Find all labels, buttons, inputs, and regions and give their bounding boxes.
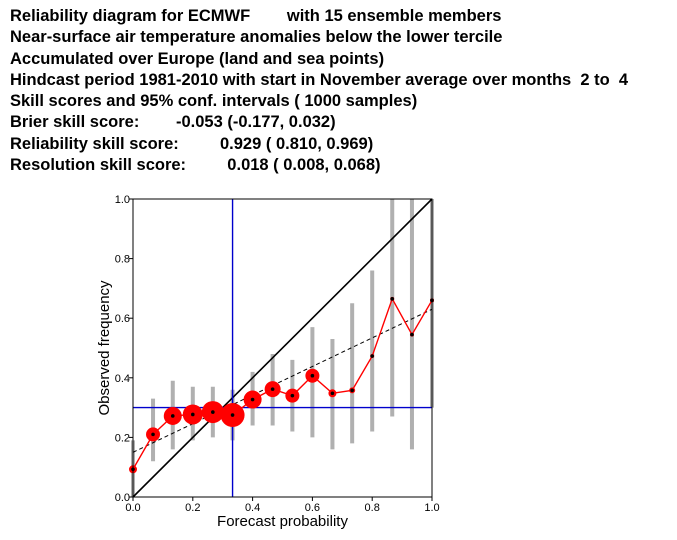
reliability-point-center-14 <box>410 332 414 337</box>
header-resolution-skill: Resolution skill score: 0.018 ( 0.008, 0… <box>10 156 381 175</box>
y-tick-label-4: 0.8 <box>115 254 130 266</box>
x-tick-label-4: 0.8 <box>365 502 380 514</box>
header-title: Reliability diagram for ECMWF with 15 en… <box>10 7 502 25</box>
reliability-point-center-1 <box>151 432 155 437</box>
y-tick-label-5: 1.0 <box>115 194 130 206</box>
reference-lines <box>132 198 433 498</box>
reliability-point-center-11 <box>350 388 354 393</box>
chart-header: Reliability diagram for ECMWF with 15 en… <box>10 6 628 176</box>
y-tick-label-2: 0.4 <box>115 373 130 385</box>
plot-frame <box>132 198 433 498</box>
header-hindcast-period: Hindcast period 1981-2010 with start in … <box>10 70 629 89</box>
header-reliability-skill: Reliability skill score: 0.929 ( 0.810, … <box>10 134 374 153</box>
x-tick-label-0: 0.0 <box>125 502 140 514</box>
reliability-point-center-4 <box>211 410 215 414</box>
regression-fit-line <box>132 308 433 453</box>
reliability-point-center-2 <box>170 414 175 418</box>
reliability-point-center-7 <box>270 387 275 391</box>
x-axis-title: Forecast probability <box>217 513 348 530</box>
y-tick-label-0: 0.0 <box>115 492 130 504</box>
perfect-reliability-line <box>132 198 433 498</box>
x-tick-label-3: 0.6 <box>305 502 320 514</box>
header-variable: Near-surface air temperature anomalies b… <box>10 28 503 47</box>
reliability-series <box>129 296 434 474</box>
header-region: Accumulated over Europe (land and sea po… <box>10 49 385 68</box>
x-tick-label-2: 0.4 <box>245 502 260 514</box>
y-axis-title: Observed frequency <box>96 280 113 416</box>
header-skill-caption: Skill scores and 95% conf. intervals ( 1… <box>10 92 418 111</box>
reliability-point-center-9 <box>310 373 315 378</box>
reliability-curve <box>132 297 433 470</box>
reliability-point-center-8 <box>290 393 295 398</box>
y-tick-label-3: 0.6 <box>115 313 130 325</box>
header-brier-skill: Brier skill score: -0.053 (-0.177, 0.032… <box>10 113 336 132</box>
reliability-point-center-3 <box>191 412 195 417</box>
reliability-point-center-13 <box>390 297 395 301</box>
reliability-point-center-6 <box>250 397 255 402</box>
axes: 0.0 0.2 0.4 0.6 0.8 1.0 0.0 0.2 0.4 0.6 0.8 1.0 <box>115 194 440 514</box>
x-tick-label-5: 1.0 <box>424 502 439 514</box>
reliability-point-center-5 <box>230 413 235 417</box>
reliability-point-center-10 <box>330 391 335 396</box>
y-tick-label-1: 0.2 <box>115 432 130 444</box>
reliability-point-center-12 <box>370 354 375 358</box>
x-tick-label-1: 0.2 <box>185 502 200 514</box>
